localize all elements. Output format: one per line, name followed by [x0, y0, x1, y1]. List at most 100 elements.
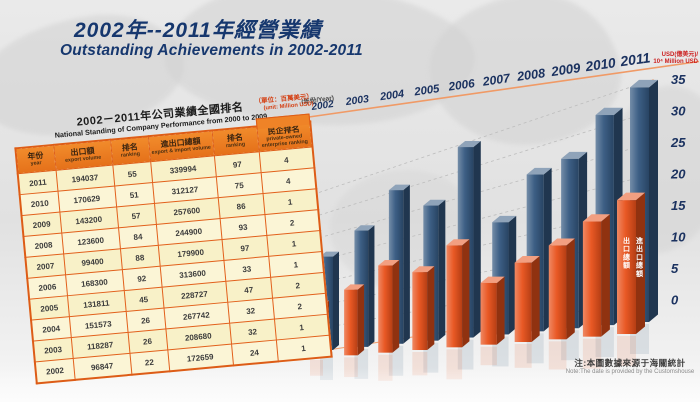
ranking-table-block: （單位：百萬美元） (unit: Million USD) 2002－2011年…	[12, 93, 333, 385]
bars-2004	[378, 184, 410, 381]
bars-2009	[548, 151, 588, 370]
y-tick-label: 25	[670, 135, 686, 150]
year-label: 2006	[447, 77, 476, 94]
y-axis-unit-label: USD(億美元)/ 10⁴ Million USD	[638, 52, 698, 66]
gridline	[301, 110, 654, 221]
bars-2010	[582, 107, 623, 369]
bar-top-face	[514, 255, 540, 263]
y-tick-label: 15	[671, 198, 686, 213]
bars-2006	[446, 140, 481, 380]
y-axis-unit-label-en: 10⁴ Million USD	[653, 59, 698, 66]
y-tick-label: 30	[671, 104, 686, 119]
year-label: 2003	[344, 94, 370, 108]
bar-top-face	[457, 140, 481, 148]
bar-side-face	[496, 276, 505, 345]
column-header-5: 民企排名 private-owned enterprise ranking	[255, 113, 313, 153]
bar-top-face	[354, 225, 375, 231]
bar-front-face	[514, 262, 532, 342]
bar-reflection	[548, 341, 567, 370]
chart-source-note-zh: 注:本圖數據來源于海關統計	[574, 358, 686, 368]
bar-top-face	[388, 184, 410, 191]
bar-front-face	[617, 200, 636, 334]
bar-top-face	[561, 151, 588, 159]
table-cell: 2002	[34, 358, 75, 384]
bar-side-face	[357, 284, 365, 356]
bars-2008	[514, 167, 552, 368]
table-cell: 172659	[167, 344, 234, 372]
y-axis-unit-label-zh: USD(億美元)/	[661, 52, 698, 58]
y-tick-label: 10	[671, 230, 686, 245]
bars-2005	[412, 199, 446, 376]
page-title-en: Outstanding Achievements in 2002-2011	[60, 41, 363, 59]
bar-side-face	[636, 192, 645, 334]
column-header-0: 年份 year	[15, 144, 56, 175]
bar-top-face	[526, 167, 552, 175]
performance-table: 年份 year 出口額 export volume 排名 ranking 進出口總額 expo…	[14, 113, 333, 385]
bar-side-face	[473, 140, 481, 338]
bar-reflection	[617, 336, 636, 366]
bar-reflection	[423, 342, 439, 373]
year-axis-line	[301, 60, 700, 119]
bar-side-face	[649, 79, 658, 323]
table-body: 2011 194037 55 339994 97 4 2010 170629 51 312127 7…	[17, 147, 332, 384]
bars-2003	[344, 225, 375, 379]
table-cell: 1	[275, 335, 332, 362]
year-label: 2010	[584, 55, 617, 74]
bar-front-face	[582, 221, 602, 337]
bars-2011	[617, 79, 658, 366]
bar-side-face	[427, 266, 435, 350]
bar-front-face	[548, 245, 567, 340]
year-label: 2009	[549, 60, 582, 79]
bar-top-face	[423, 199, 446, 206]
bar-top-face	[320, 251, 339, 257]
bar-top-face	[344, 284, 365, 290]
bar-side-face	[566, 238, 575, 340]
column-header-en: private-owned enterprise ranking	[261, 133, 309, 149]
bar-top-face	[630, 79, 658, 88]
y-tick-label: 35	[671, 72, 686, 87]
bar-reflection	[582, 338, 602, 369]
year-label: 2005	[413, 83, 441, 99]
bar-top-face	[480, 276, 505, 283]
year-label: 2002	[310, 99, 335, 113]
column-header-4: 排名 ranking	[211, 126, 259, 157]
bar-top-face	[492, 215, 517, 223]
bar-front-face	[412, 272, 428, 350]
bar-top-face	[548, 238, 575, 246]
bar-side-face	[368, 225, 375, 347]
bar-top-face	[595, 107, 623, 116]
bar-top-face	[446, 239, 470, 246]
bar-front-face	[480, 282, 497, 345]
chart-source-note: 注:本圖數據來源于海關統計 Note:The date is provided …	[553, 358, 700, 377]
gridline	[301, 79, 654, 199]
bar-side-face	[403, 184, 410, 344]
year-label: 2004	[378, 88, 405, 103]
bar-top-face	[412, 266, 435, 273]
bar-label-export: 出口總額	[622, 236, 630, 270]
y-tick-label: 20	[670, 167, 686, 182]
bar-reflection	[480, 346, 497, 366]
bar-top-face	[378, 259, 400, 266]
bar-front-face	[344, 289, 358, 356]
bar-side-face	[438, 199, 446, 341]
y-tick-label: 0	[671, 293, 679, 308]
y-tick-label: 5	[671, 261, 679, 276]
chart-source-note-en: Note:The date is provided by the Customs…	[565, 369, 695, 376]
column-header-1: 出口額 export volume	[53, 139, 113, 171]
bar-side-face	[508, 215, 517, 335]
year-label: 2007	[481, 71, 512, 89]
year-label: 2008	[515, 66, 547, 84]
bar-side-face	[333, 251, 339, 350]
bar-side-face	[531, 255, 540, 342]
bar-front-face	[446, 245, 463, 348]
page-title: 2002年--2011年經營業績 Outstanding Achievement…	[60, 19, 363, 59]
page-title-zh: 2002年--2011年經營業績	[74, 19, 322, 42]
bar-top-face	[582, 214, 610, 222]
bars-2007	[480, 215, 517, 367]
year-label: 2011	[618, 49, 651, 69]
bar-side-face	[392, 259, 400, 353]
bar-side-face	[462, 239, 470, 348]
bar-label-total: 進出口總額	[635, 236, 643, 278]
column-header-2: 排名 ranking	[110, 136, 151, 166]
